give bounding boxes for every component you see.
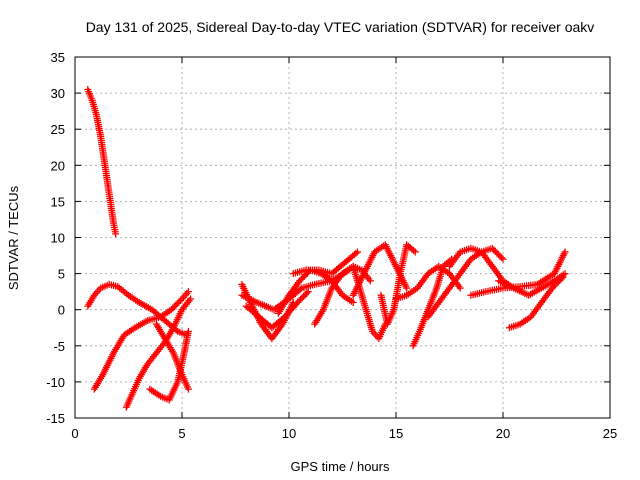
y-tick-label: 5 xyxy=(58,267,65,282)
data-point xyxy=(184,385,192,393)
data-point xyxy=(184,288,192,296)
data-point xyxy=(551,281,559,289)
series-arc-1 xyxy=(84,85,120,238)
series-arc-15 xyxy=(377,241,419,328)
data-point xyxy=(187,295,195,303)
data-point xyxy=(491,247,499,255)
data-point xyxy=(175,298,183,306)
series-arc-14 xyxy=(349,241,411,299)
series-arc-22 xyxy=(505,273,567,332)
data-point xyxy=(296,277,304,285)
data-point xyxy=(299,274,307,282)
series-arc-4 xyxy=(122,295,195,411)
y-tick-label: 10 xyxy=(51,231,65,246)
y-tick-label: 15 xyxy=(51,194,65,209)
series-arc-11 xyxy=(289,248,361,278)
data-point xyxy=(403,284,411,292)
x-tick-label: 25 xyxy=(603,426,617,441)
data-point xyxy=(352,249,360,257)
data-point xyxy=(493,249,501,257)
series-arc-5 xyxy=(146,327,192,404)
data-point xyxy=(170,303,178,311)
data-point xyxy=(494,251,502,259)
data-marks xyxy=(84,85,569,411)
x-axis-label: GPS time / hours xyxy=(291,459,390,474)
data-point xyxy=(304,288,312,296)
series-arc-3 xyxy=(90,288,192,393)
series-arc-6 xyxy=(152,320,192,393)
data-point xyxy=(297,275,305,283)
data-point xyxy=(496,252,504,260)
data-point xyxy=(561,248,569,256)
data-point xyxy=(366,277,374,285)
data-point xyxy=(296,285,304,293)
y-tick-label: 30 xyxy=(51,86,65,101)
y-tick-label: 25 xyxy=(51,122,65,137)
data-point xyxy=(294,298,302,306)
data-point xyxy=(303,289,311,297)
y-tick-label: 35 xyxy=(51,50,65,65)
data-point xyxy=(176,296,184,304)
series-arc-18 xyxy=(424,244,507,321)
data-point xyxy=(488,244,496,252)
x-tick-label: 5 xyxy=(178,426,185,441)
data-point xyxy=(300,292,308,300)
data-point xyxy=(456,284,464,292)
data-point xyxy=(297,295,305,303)
data-point xyxy=(411,248,419,256)
data-point xyxy=(112,230,120,238)
plot-frame xyxy=(74,56,611,419)
grid xyxy=(75,57,610,418)
data-point xyxy=(490,246,498,254)
data-point xyxy=(550,282,558,290)
y-tick-label: 0 xyxy=(58,303,65,318)
y-axis-label: SDTVAR / TECUs xyxy=(6,185,21,290)
data-point xyxy=(353,248,361,256)
x-tick-label: 15 xyxy=(389,426,403,441)
data-point xyxy=(548,284,556,292)
data-point xyxy=(497,254,505,262)
data-point xyxy=(559,273,567,281)
data-point xyxy=(173,300,181,308)
data-point xyxy=(184,327,192,335)
data-point xyxy=(554,278,562,286)
data-point xyxy=(557,275,565,283)
y-tick-label: -15 xyxy=(46,411,65,426)
x-tick-label: 0 xyxy=(71,426,78,441)
series-arc-2 xyxy=(84,280,190,339)
data-point xyxy=(301,291,309,299)
series-arc-9 xyxy=(242,288,312,332)
y-tick-label: 20 xyxy=(51,158,65,173)
data-point xyxy=(349,298,357,306)
data-point xyxy=(295,297,303,305)
y-tick-label: -10 xyxy=(46,375,65,390)
x-tick-label: 20 xyxy=(496,426,510,441)
data-point xyxy=(553,279,561,287)
data-point xyxy=(499,255,507,263)
data-point xyxy=(556,276,564,284)
data-point xyxy=(172,301,180,309)
x-tick-label: 10 xyxy=(282,426,296,441)
data-point xyxy=(561,270,569,278)
chart-title: Day 131 of 2025, Sidereal Day-to-day VTE… xyxy=(86,19,595,35)
data-point xyxy=(298,294,306,302)
data-point xyxy=(167,306,175,314)
data-point xyxy=(169,304,177,312)
y-tick-label: -5 xyxy=(53,339,65,354)
